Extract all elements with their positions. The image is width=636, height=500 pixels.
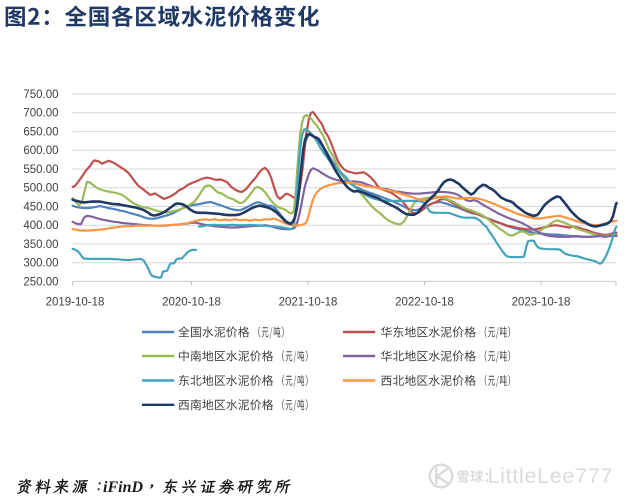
svg-text:300.00: 300.00	[23, 258, 58, 270]
svg-text:650.00: 650.00	[23, 127, 58, 139]
svg-text:2019-10-18: 2019-10-18	[46, 297, 105, 309]
svg-text:400.00: 400.00	[23, 220, 58, 232]
svg-text:2023-10-18: 2023-10-18	[512, 297, 571, 309]
svg-text:iFinD: iFinD	[103, 479, 143, 496]
svg-text:350.00: 350.00	[23, 239, 58, 251]
svg-text:LittleLee777: LittleLee777	[488, 464, 614, 488]
svg-text:700.00: 700.00	[23, 108, 58, 120]
svg-text:2020-10-18: 2020-10-18	[162, 297, 221, 309]
svg-text:500.00: 500.00	[23, 183, 58, 195]
svg-text:750.00: 750.00	[23, 89, 58, 101]
svg-text:2022-10-18: 2022-10-18	[395, 297, 454, 309]
svg-text:550.00: 550.00	[23, 164, 58, 176]
svg-text:600.00: 600.00	[23, 145, 58, 157]
svg-text:250.00: 250.00	[23, 276, 58, 288]
svg-text:2021-10-18: 2021-10-18	[279, 297, 338, 309]
svg-text:450.00: 450.00	[23, 201, 58, 213]
